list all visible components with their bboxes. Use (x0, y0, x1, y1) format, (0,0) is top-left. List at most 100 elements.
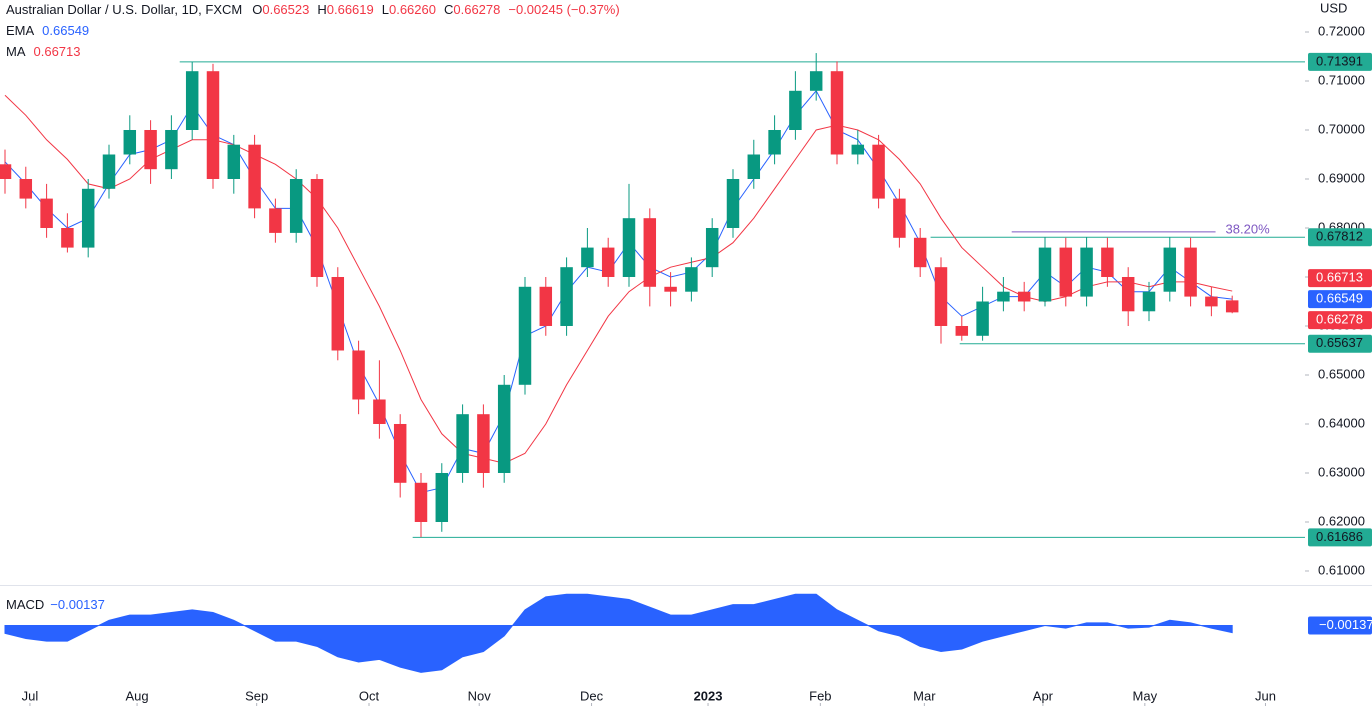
x-tick-label: 2023 (694, 688, 723, 703)
indicator-legend: MA 0.66713 (6, 44, 81, 59)
price-badge-label: 0.71391 (1316, 53, 1363, 68)
candle-body (1205, 296, 1218, 307)
candle-body (206, 71, 220, 179)
indicator-name: EMA (6, 23, 35, 38)
y-tick-label: 0.61000 (1318, 562, 1365, 577)
candle-body (913, 237, 927, 268)
price-badge-label: 0.67812 (1316, 229, 1363, 244)
ohlc-key: H (317, 2, 326, 17)
price-badge (1308, 228, 1372, 247)
candle-body (352, 350, 365, 400)
ohlc-key: C (444, 2, 453, 17)
candle-body (955, 325, 969, 336)
x-tick-label: Sep (245, 688, 268, 703)
x-tick-label: Nov (468, 688, 492, 703)
candle-body (664, 286, 677, 292)
title: Australian Dollar / U.S. Dollar, 1D, FXC… (6, 2, 242, 17)
price-badge-label: 0.66549 (1316, 291, 1363, 306)
macd-value: −0.00137 (50, 597, 105, 612)
candle-body (40, 198, 53, 228)
candle-body (1163, 247, 1177, 292)
candle-body (705, 227, 719, 268)
candle-body (976, 301, 989, 336)
header: Australian Dollar / U.S. Dollar, 1D, FXC… (6, 2, 620, 17)
candle-body (102, 154, 116, 189)
candle-body (789, 90, 802, 130)
fib-label: 38.20% (1226, 221, 1271, 236)
indicator-value: 0.66713 (34, 44, 81, 59)
candle-body (269, 208, 282, 233)
x-tick-label: Jun (1255, 688, 1276, 703)
candle-body (539, 286, 553, 326)
candle-body (601, 247, 615, 277)
candle-body (248, 144, 261, 209)
candle-body (373, 399, 386, 424)
ohlc-key: L (382, 2, 389, 17)
price-badge (1308, 311, 1372, 330)
candle-body (934, 267, 948, 326)
candle-body (1101, 247, 1114, 277)
x-tick-label: Jul (22, 688, 39, 703)
price-badge (1308, 528, 1372, 547)
x-tick-label: May (1133, 688, 1158, 703)
currency-label: USD (1320, 0, 1347, 15)
indicator-value: 0.66549 (42, 23, 89, 38)
macd-badge (1308, 616, 1372, 635)
candle-body (1225, 300, 1239, 313)
candle-body (581, 247, 594, 268)
candle-body (560, 267, 573, 326)
candle-body (0, 164, 12, 179)
candle-body (497, 384, 511, 473)
candle-body (1080, 247, 1093, 297)
candle-body (435, 472, 449, 522)
candle-body (165, 129, 178, 170)
candle-body (685, 267, 698, 292)
candle-body (123, 129, 137, 155)
price-badge-label: 0.66713 (1316, 270, 1363, 285)
candle-body (289, 178, 303, 233)
y-tick-label: 0.69000 (1318, 170, 1365, 185)
price-badge (1308, 52, 1372, 71)
candle-body (331, 276, 345, 351)
macd-name: MACD (6, 597, 44, 612)
candle-body (81, 188, 95, 248)
macd-badge-label: −0.00137 (1319, 617, 1372, 632)
candle-body (61, 227, 74, 248)
y-tick-label: 0.70000 (1318, 121, 1365, 136)
candle-body (809, 71, 823, 91)
candle-body (747, 154, 761, 179)
candle-body (1059, 247, 1073, 297)
y-tick-label: 0.64000 (1318, 415, 1365, 430)
candle-body (643, 218, 657, 287)
candle-body (872, 144, 885, 199)
candle-body (456, 414, 469, 473)
ohlc-value: 0.66260 (389, 2, 436, 17)
macd-area (4, 593, 1233, 673)
price-badge (1308, 290, 1372, 309)
candle-body (185, 71, 199, 130)
candle-body (310, 178, 324, 277)
candle-body (726, 178, 740, 228)
candle-body (414, 482, 428, 522)
x-tick-label: Dec (580, 688, 604, 703)
price-badge-label: 0.65637 (1316, 335, 1363, 350)
price-badge-label: 0.66278 (1316, 312, 1363, 327)
indicator-legend: EMA 0.66549 (6, 23, 89, 38)
candle-body (997, 291, 1010, 302)
candle-body (1121, 276, 1135, 312)
candle-body (851, 144, 865, 155)
candle-body (1038, 247, 1052, 302)
candle-body (893, 198, 906, 238)
candle-body (144, 129, 157, 170)
candle-body (1017, 291, 1031, 302)
indicator-name: MA (6, 44, 26, 59)
price-badge-label: 0.61686 (1316, 529, 1363, 544)
ohlc-value: 0.66523 (262, 2, 309, 17)
price-badge (1308, 269, 1372, 288)
candle-body (1142, 291, 1156, 312)
candle-body (477, 414, 490, 473)
macd-legend: MACD −0.00137 (6, 597, 105, 612)
x-tick-label: Oct (359, 688, 380, 703)
